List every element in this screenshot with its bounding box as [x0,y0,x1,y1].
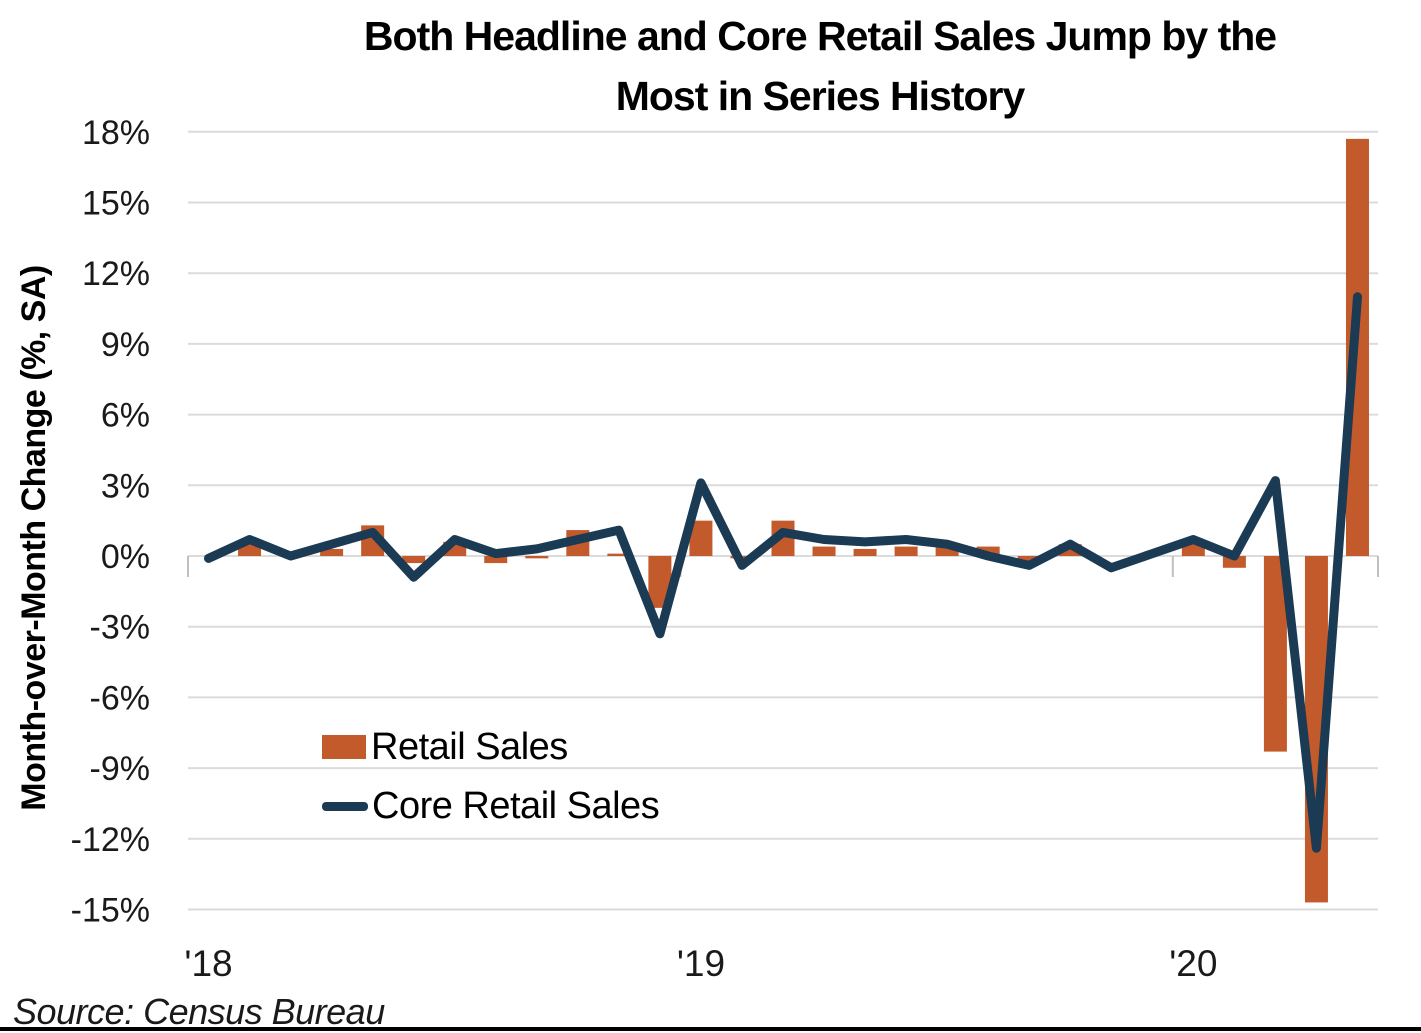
legend-label-retail-sales: Retail Sales [371,725,568,768]
legend-label-core-retail-sales: Core Retail Sales [372,784,660,827]
retail-sales-swatch [322,735,366,759]
chart-title-line1: Both Headline and Core Retail Sales Jump… [363,13,1277,59]
y-tick-label-18%: 18% [82,114,150,152]
core-retail-sales-line [204,292,1362,853]
bar-Aug19 [976,546,1000,556]
bar-Sep18 [525,556,549,559]
y-tick-label--12%: -12% [71,821,150,859]
y-tick-label--15%: -15% [71,891,150,929]
y-axis-title: Month-over-Month Change (%, SA) [15,265,53,811]
y-tick-label-3%: 3% [101,467,150,505]
chart-title: Both Headline and Core Retail Sales Jump… [225,6,1415,126]
bar-Mar20 [1263,556,1287,752]
y-tick-label-0%: 0% [101,538,150,576]
legend: Retail Sales Core Retail Sales [322,719,660,834]
x-axis-label-20: '20 [1169,943,1217,984]
bar-Dec18 [648,556,672,608]
y-tick-label-15%: 15% [82,185,150,223]
bar-Nov18 [607,553,631,556]
bar-Jun19 [894,546,918,556]
bar-Jul19 [935,546,959,556]
y-tick-label-12%: 12% [82,255,150,293]
y-tick-label--6%: -6% [90,679,150,717]
core-retail-sales-swatch [322,801,368,811]
bar-Aug18 [484,556,508,564]
x-axis-label-19: '19 [677,943,725,984]
bar-May19 [853,548,877,556]
bar-Jun18 [402,556,426,564]
bar-Apr19 [812,546,836,556]
y-tick-label-6%: 6% [101,397,150,435]
y-tick-label-9%: 9% [101,326,150,364]
x-axis-label-18: '18 [184,943,232,984]
legend-item-retail-sales: Retail Sales [322,719,659,775]
chart-title-line2: Most in Series History [615,73,1026,119]
bar-Apr18 [320,548,344,556]
bar-Oct19 [1058,544,1082,556]
bar-Jan19 [689,520,713,556]
legend-item-core-retail-sales: Core Retail Sales [322,778,660,834]
bar-Feb20 [1222,556,1246,568]
y-tick-label--9%: -9% [90,750,150,788]
source-note: Source: Census Bureau [13,991,385,1032]
bottom-border-line [0,1027,1421,1031]
y-tick-label--3%: -3% [90,609,150,647]
bar-Sep19 [1017,556,1041,564]
bar-Feb18 [238,544,262,556]
